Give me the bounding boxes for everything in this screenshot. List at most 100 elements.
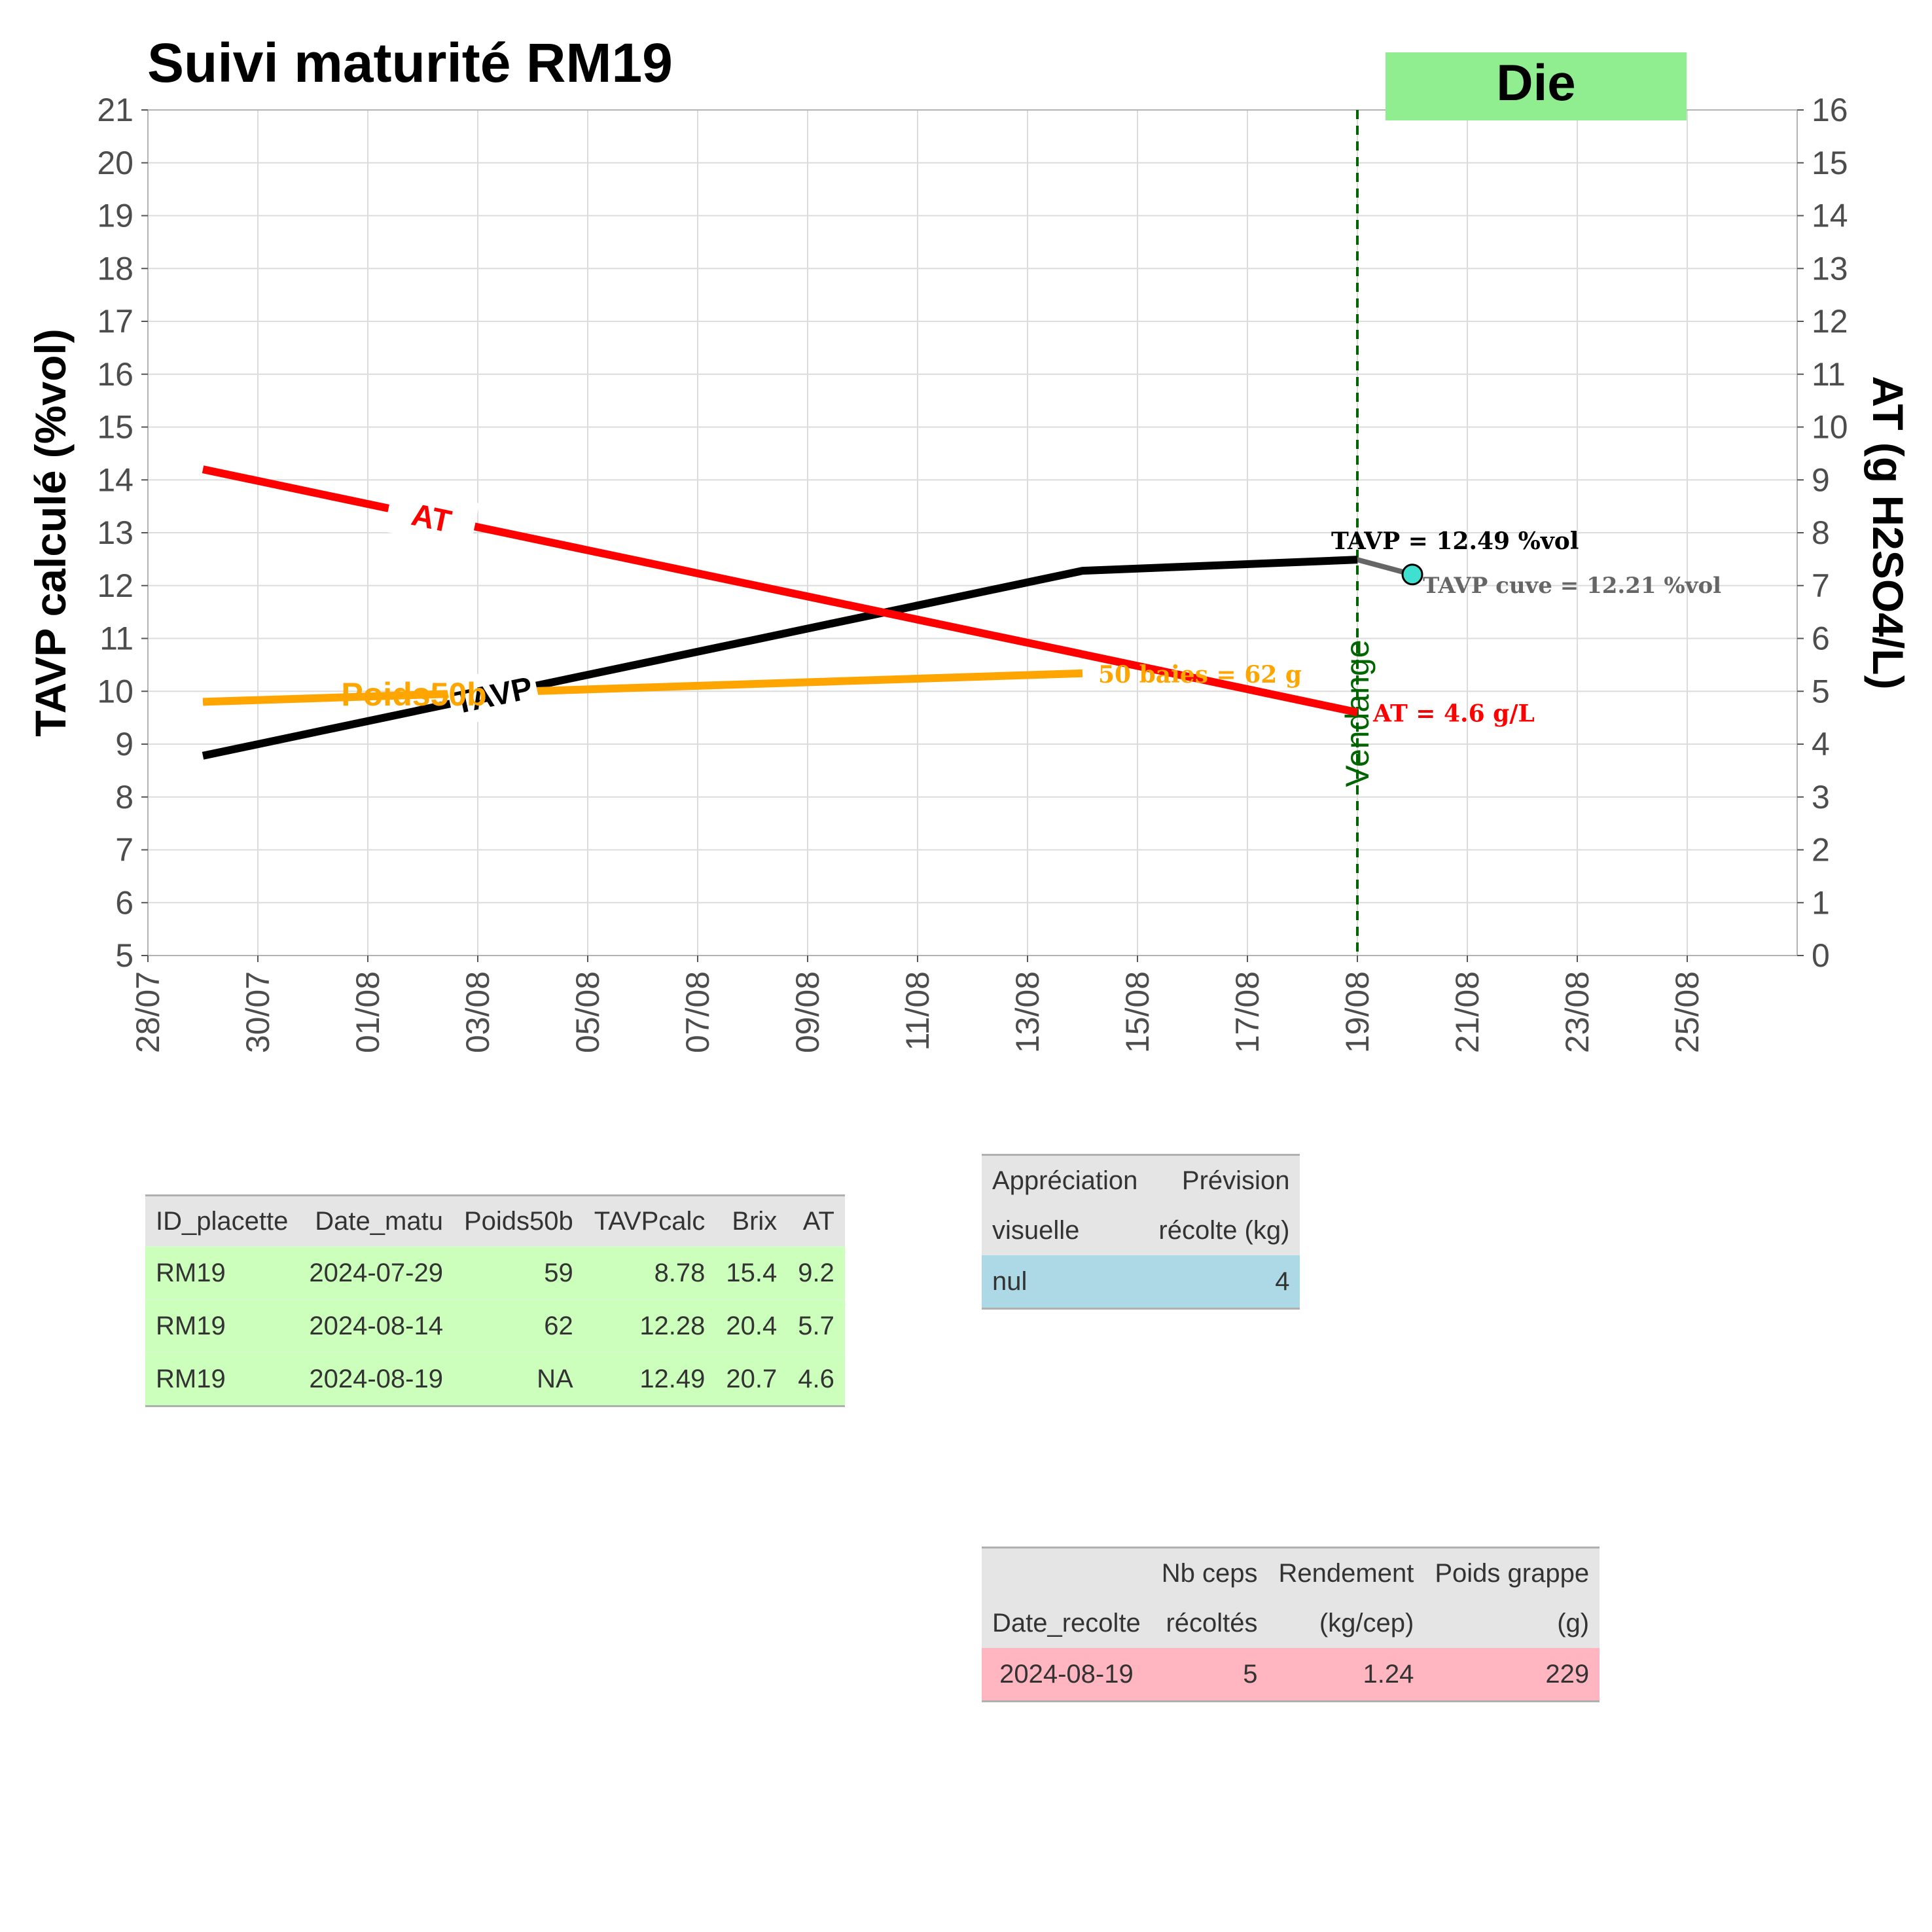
series-name-tavp-group: TAVP: [445, 662, 541, 727]
y-axis-left-title: TAVP calculé (%vol): [26, 329, 75, 737]
cell-date-recolte: 2024-08-19: [982, 1648, 1151, 1702]
y-right-tick-label: 14: [1812, 198, 1848, 234]
y-left-tick-label: 14: [97, 461, 134, 498]
series-name-bg: [445, 662, 541, 727]
header-recolte-kg: récolte (kg): [1148, 1206, 1300, 1255]
header-g: (g): [1424, 1598, 1600, 1648]
x-tick-label: 03/08: [459, 971, 496, 1053]
x-tick-label: 05/08: [569, 971, 606, 1053]
x-tick-label: 25/08: [1669, 971, 1706, 1053]
header-appreciation: Appréciation: [982, 1154, 1149, 1206]
y-right-tick-label: 5: [1812, 673, 1830, 709]
y-left-tick-label: 19: [97, 198, 134, 234]
harvest-table-header-2: Date_recolte récoltés (kg/cep) (g): [982, 1598, 1600, 1648]
series-name-bg: [384, 485, 480, 550]
x-tick-label: 21/08: [1449, 971, 1486, 1053]
series-line-poids50b: [202, 669, 1083, 706]
cell-nb-ceps: 5: [1151, 1648, 1268, 1702]
series-name-at-group: AT: [384, 485, 480, 550]
tavp-end-label: TAVP = 12.49 %vol: [1331, 528, 1579, 555]
y-right-tick-label: 10: [1812, 409, 1848, 446]
header-rendement: Rendement: [1268, 1547, 1425, 1598]
x-tick-label: 30/07: [240, 971, 276, 1053]
y-left-tick-label: 9: [115, 726, 134, 762]
y-left-tick-label: 10: [97, 673, 134, 709]
header-nb-ceps: Nb ceps: [1151, 1547, 1268, 1598]
visual-table-header-2: visuelle récolte (kg): [982, 1206, 1300, 1255]
y-right-tick-label: 11: [1812, 356, 1846, 393]
y-left-tick-label: 20: [97, 145, 134, 181]
cell-appreciation: nul: [982, 1255, 1149, 1310]
y-axis-right-title: AT (g H2SO4/L): [1864, 376, 1912, 689]
cell-date: 2024-08-19: [298, 1352, 454, 1407]
y-right-tick-label: 4: [1812, 726, 1830, 762]
cell-date: 2024-08-14: [298, 1299, 454, 1353]
table-row: RM19 2024-07-29 59 8.78 15.4 9.2: [145, 1246, 845, 1300]
y-right-tick-label: 8: [1812, 514, 1830, 551]
cell-id: RM19: [145, 1352, 299, 1407]
cell-at: 5.7: [787, 1299, 845, 1353]
header-poids-grappe: Poids grappe: [1424, 1547, 1600, 1598]
cell-poids-grappe: 229: [1424, 1648, 1600, 1702]
chart-axes: 5 6 7 8 9 10 11 12 13 14 15 16 17 18 19 20 21 0 12 3 4 5 6 7 8 9 1…: [97, 92, 1848, 1053]
visual-assessment-table: Appréciation Prévision visuelle récolte …: [982, 1154, 1300, 1310]
cell-rendement: 1.24: [1268, 1648, 1425, 1702]
header-prevision: Prévision: [1148, 1154, 1300, 1206]
table-row: nul 4: [982, 1255, 1300, 1310]
maturity-table-header: ID_placette Date_matu Poids50b TAVPcalc …: [145, 1194, 845, 1247]
x-tick-label: 09/08: [789, 971, 826, 1053]
y-left-tick-label: 18: [97, 250, 134, 287]
header-kg-cep: (kg/cep): [1268, 1598, 1425, 1648]
cell-tavp: 12.28: [583, 1299, 716, 1353]
cell-poids: NA: [453, 1352, 584, 1407]
table-row: 2024-08-19 5 1.24 229: [982, 1648, 1600, 1702]
y-left-tick-label: 17: [97, 303, 134, 340]
header-poids50b: Poids50b: [453, 1194, 584, 1247]
cell-id: RM19: [145, 1246, 299, 1300]
cell-at: 9.2: [787, 1246, 845, 1300]
y-right-tick-label: 6: [1812, 620, 1830, 657]
table-row: RM19 2024-08-14 62 12.28 20.4 5.7: [145, 1299, 845, 1353]
cell-poids: 59: [453, 1246, 584, 1300]
maturity-table: ID_placette Date_matu Poids50b TAVPcalc …: [145, 1194, 845, 1407]
y-left-tick-label: 16: [97, 356, 134, 393]
cell-poids: 62: [453, 1299, 584, 1353]
die-badge-label: Die: [1496, 54, 1575, 111]
chart-title: Suivi maturité RM19: [147, 32, 673, 94]
y-right-tick-label: 15: [1812, 145, 1848, 181]
cell-id: RM19: [145, 1299, 299, 1353]
table-row: RM19 2024-08-19 NA 12.49 20.7 4.6: [145, 1352, 845, 1407]
y-right-tick-label: 16: [1812, 92, 1848, 128]
y-left-tick-label: 6: [115, 884, 134, 921]
y-right-tick-label: 13: [1812, 250, 1848, 287]
y-left-tick-label: 21: [97, 92, 134, 128]
tavp-cuve-point: [1401, 564, 1423, 586]
x-tick-label: 19/08: [1339, 971, 1376, 1053]
y-right-tick-label: 0: [1812, 937, 1830, 974]
series-line-at: [202, 465, 1359, 717]
y-right-tick-label: 3: [1812, 779, 1830, 815]
series-name-poids50b: Poids50b: [341, 676, 486, 713]
x-tick-label: 17/08: [1229, 971, 1266, 1053]
header-visuelle: visuelle: [982, 1206, 1149, 1255]
y-left-tick-label: 5: [115, 937, 134, 974]
y-right-tick-label: 12: [1812, 303, 1848, 340]
header-tavpcalc: TAVPcalc: [583, 1194, 716, 1247]
y-right-tick-label: 1: [1812, 884, 1830, 921]
y-left-tick-label: 7: [115, 832, 134, 868]
x-tick-label: 13/08: [1009, 971, 1046, 1053]
header-date-matu: Date_matu: [298, 1194, 454, 1247]
y-right-tick-label: 9: [1812, 461, 1830, 498]
y-left-tick-label: 8: [115, 779, 134, 815]
y-right-tick-label: 7: [1812, 567, 1830, 604]
cell-brix: 15.4: [715, 1246, 788, 1300]
poids50b-end-label: 50 baies = 62 g: [1098, 661, 1302, 689]
cell-prevision: 4: [1148, 1255, 1300, 1310]
y-left-tick-label: 13: [97, 514, 134, 551]
series-name-at: AT: [408, 497, 454, 539]
cell-at: 4.6: [787, 1352, 845, 1407]
y-left-tick-label: 12: [97, 567, 134, 604]
at-end-label: AT = 4.6 g/L: [1372, 700, 1535, 728]
